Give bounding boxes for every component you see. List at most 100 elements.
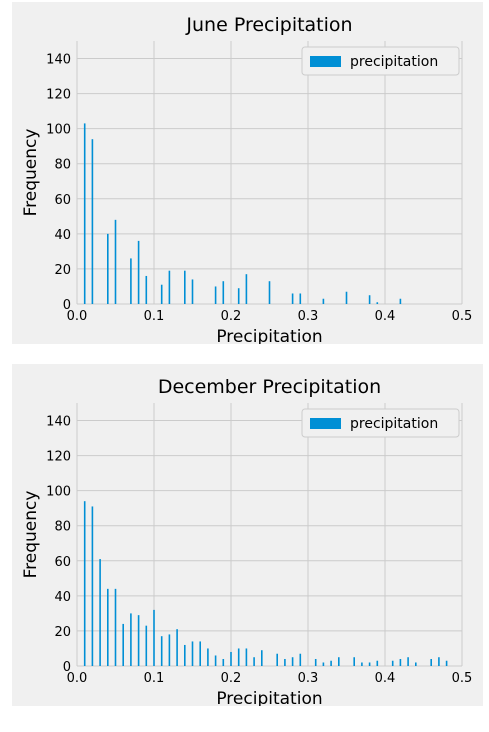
histogram-bar xyxy=(192,641,194,666)
y-tick-label: 140 xyxy=(46,415,71,430)
histogram-bar xyxy=(246,648,248,666)
histogram-bar xyxy=(407,657,409,666)
histogram-bar xyxy=(330,661,332,666)
histogram-bar xyxy=(392,661,394,666)
legend-label: precipitation xyxy=(350,54,438,70)
histogram-bar xyxy=(369,295,371,304)
histogram-bar xyxy=(353,657,355,666)
histogram-bar xyxy=(223,659,225,666)
histogram-bar xyxy=(215,286,217,304)
histogram-bar xyxy=(161,636,163,666)
y-axis-label: Frequency xyxy=(21,129,41,217)
y-tick-label: 100 xyxy=(46,485,71,500)
histogram-bar xyxy=(184,645,186,666)
histogram-bar xyxy=(138,615,140,666)
histogram-bar xyxy=(323,299,325,304)
histogram-bar xyxy=(199,641,201,666)
histogram-bar xyxy=(361,662,363,666)
histogram-bar xyxy=(415,662,417,666)
histogram-bar xyxy=(184,271,186,304)
histogram-bar xyxy=(292,657,294,666)
legend-swatch xyxy=(310,56,341,67)
histogram-bar xyxy=(276,654,278,666)
histogram-bar xyxy=(161,285,163,304)
histogram-bar xyxy=(99,559,101,666)
histogram-bar xyxy=(346,292,348,304)
y-tick-label: 120 xyxy=(46,450,71,465)
y-tick-label: 40 xyxy=(54,228,71,243)
y-tick-label: 60 xyxy=(54,555,71,570)
histogram-bar xyxy=(192,279,194,304)
histogram-bar xyxy=(107,234,109,304)
x-tick-label: 0.2 xyxy=(221,309,242,324)
histogram-bar xyxy=(215,655,217,666)
histogram-bar xyxy=(107,589,109,666)
y-tick-label: 100 xyxy=(46,123,71,138)
histogram-bar xyxy=(269,281,271,304)
x-tick-label: 0.5 xyxy=(452,671,473,686)
x-tick-label: 0.3 xyxy=(298,671,319,686)
chart-title: December Precipitation xyxy=(158,376,381,398)
histogram-bar xyxy=(169,634,171,666)
chart-title: June Precipitation xyxy=(185,14,352,36)
histogram-bar xyxy=(92,139,94,304)
x-tick-label: 0.1 xyxy=(144,309,165,324)
x-axis-label: Precipitation xyxy=(216,327,322,344)
y-tick-label: 0 xyxy=(63,298,71,313)
y-tick-label: 140 xyxy=(46,53,71,68)
histogram-bar xyxy=(207,648,209,666)
june-chart: 0.0 0.1 0.2 0.3 0.4 0.5 0 20 40 60 80 100 120 140 June… xyxy=(12,2,483,344)
legend-swatch xyxy=(310,418,341,429)
legend: precipitation xyxy=(302,409,459,437)
histogram-bar xyxy=(323,662,325,666)
histogram-bar xyxy=(377,302,379,304)
histogram-bar xyxy=(130,258,132,304)
histogram-bar xyxy=(253,657,255,666)
histogram-bar xyxy=(284,659,286,666)
histogram-bar xyxy=(315,659,317,666)
x-tick-label: 0.2 xyxy=(221,671,242,686)
histogram-bar xyxy=(261,650,263,666)
histogram-bar xyxy=(230,652,232,666)
histogram-bar xyxy=(146,626,148,666)
histogram-bar xyxy=(300,654,302,666)
histogram-bar xyxy=(115,589,117,666)
y-tick-label: 0 xyxy=(63,660,71,675)
histogram-bar xyxy=(400,659,402,666)
histogram-bar xyxy=(292,293,294,304)
x-tick-label: 0.4 xyxy=(375,309,396,324)
x-axis-label: Precipitation xyxy=(216,689,322,706)
y-tick-label: 20 xyxy=(54,263,71,278)
december-chart: 0.0 0.1 0.2 0.3 0.4 0.5020406080100120140Dece… xyxy=(12,364,483,706)
histogram-bar xyxy=(238,648,240,666)
y-tick-label: 20 xyxy=(54,625,71,640)
x-tick-label: 0.4 xyxy=(375,671,396,686)
histogram-bar xyxy=(300,293,302,304)
histogram-bar xyxy=(169,271,171,304)
histogram-bar xyxy=(176,629,178,666)
histogram-bar xyxy=(246,274,248,304)
histogram-bar xyxy=(84,501,86,666)
histogram-bar xyxy=(430,659,432,666)
y-axis-label: Frequency xyxy=(21,491,41,579)
x-tick-label: 0.5 xyxy=(452,309,473,324)
histogram-bar xyxy=(122,624,124,666)
y-tick-label: 120 xyxy=(46,88,71,103)
histogram-bar xyxy=(223,281,225,304)
y-tick-label: 80 xyxy=(54,520,71,535)
histogram-bar xyxy=(84,123,86,304)
histogram-bar xyxy=(400,299,402,304)
y-tick-label: 40 xyxy=(54,590,71,605)
y-tick-label: 80 xyxy=(54,158,71,173)
histogram-bar xyxy=(438,657,440,666)
y-tick-label: 60 xyxy=(54,193,71,208)
histogram-bar xyxy=(115,220,117,304)
histogram-bar xyxy=(238,288,240,304)
december-chart-panel: 0.0 0.1 0.2 0.3 0.4 0.5 0 20 40 60 80 100 120 140 Dece… xyxy=(12,364,483,706)
histogram-bar xyxy=(130,613,132,666)
histogram-bar xyxy=(146,276,148,304)
x-tick-label: 0.1 xyxy=(144,671,165,686)
histogram-bar xyxy=(338,657,340,666)
x-tick-label: 0.3 xyxy=(298,309,319,324)
legend-label: precipitation xyxy=(350,416,438,432)
